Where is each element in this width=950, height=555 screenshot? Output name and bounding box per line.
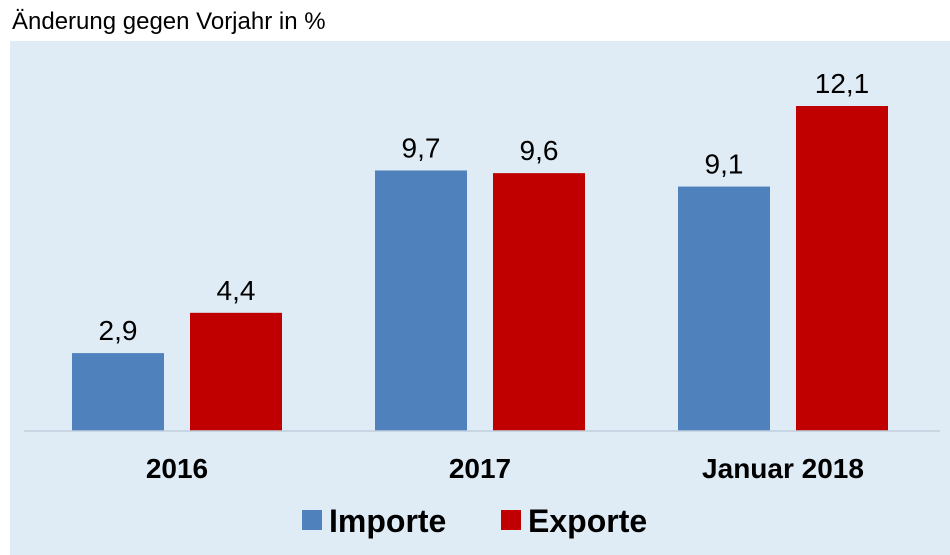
data-label-exporte-2: 12,1 (815, 68, 870, 99)
data-label-importe-2: 9,1 (705, 149, 744, 180)
category-label-1: 2017 (449, 453, 511, 484)
category-label-0: 2016 (146, 453, 208, 484)
bar-importe-1 (375, 170, 467, 431)
category-labels-group: 2016 2017 Januar 2018 (146, 453, 864, 484)
legend-label-importe: Importe (329, 503, 446, 539)
bar-importe-0 (72, 353, 164, 431)
plot-area-background (10, 41, 950, 555)
bars-group (72, 106, 888, 432)
legend: Importe Exporte (302, 503, 647, 539)
legend-swatch-exporte (501, 510, 521, 530)
bar-exporte-1 (493, 173, 585, 432)
data-label-exporte-1: 9,6 (520, 135, 559, 166)
category-label-2: Januar 2018 (702, 453, 864, 484)
bar-exporte-0 (190, 312, 282, 431)
data-label-importe-0: 2,9 (99, 315, 138, 346)
bar-importe-2 (678, 186, 770, 431)
data-label-exporte-0: 4,4 (217, 275, 256, 306)
value-labels-group: 2,9 4,4 9,7 9,6 9,1 12,1 (99, 68, 870, 346)
legend-swatch-importe (302, 510, 322, 530)
legend-label-exporte: Exporte (528, 503, 647, 539)
bar-exporte-2 (796, 106, 888, 431)
chart-title: Änderung gegen Vorjahr in % (12, 8, 326, 35)
data-label-importe-1: 9,7 (402, 132, 441, 163)
